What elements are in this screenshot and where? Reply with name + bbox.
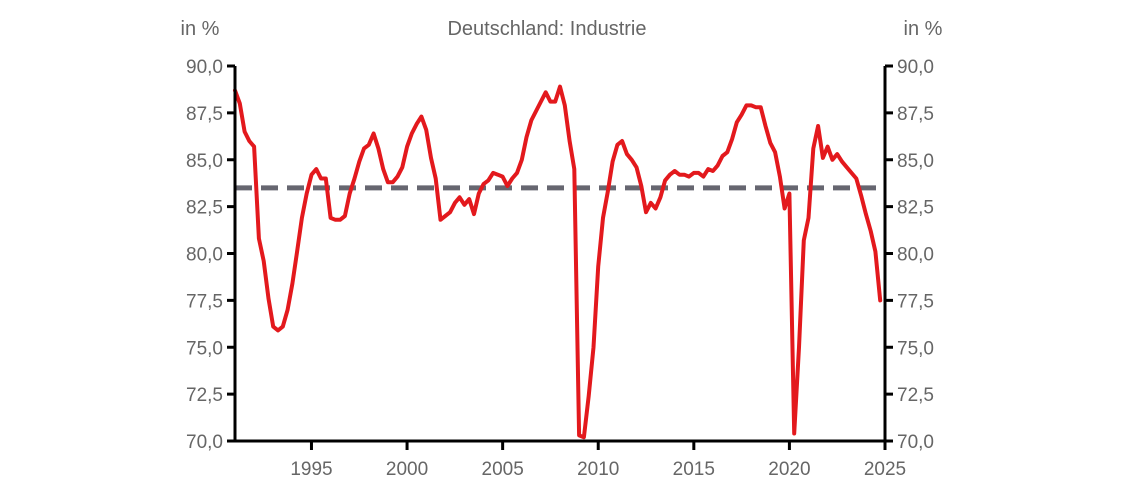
y-axis-right-label: in % <box>904 18 943 40</box>
y-tick-label-right: 70,0 <box>897 432 934 453</box>
y-tick-label-left: 90,0 <box>186 57 223 78</box>
x-tick-label: 2005 <box>482 459 524 480</box>
y-tick-label-right: 77,5 <box>897 291 934 312</box>
y-tick-label-right: 80,0 <box>897 245 934 266</box>
x-tick-label: 2025 <box>864 459 906 480</box>
y-tick-label-right: 90,0 <box>897 57 934 78</box>
y-tick-label-right: 72,5 <box>897 385 934 406</box>
y-tick-label-right: 75,0 <box>897 338 934 359</box>
y-tick-label-left: 80,0 <box>186 245 223 266</box>
x-tick-label: 2010 <box>577 459 619 480</box>
y-axis-left-label: in % <box>181 18 220 40</box>
y-tick-label-left: 75,0 <box>186 338 223 359</box>
series-line-1 <box>233 84 883 440</box>
x-tick-label: 1995 <box>290 459 332 480</box>
y-tick-label-right: 85,0 <box>897 151 934 172</box>
y-tick-label-left: 87,5 <box>186 104 223 125</box>
chart-title: Deutschland: Industrie <box>447 18 646 40</box>
y-tick-label-left: 70,0 <box>186 432 223 453</box>
y-tick-label-right: 87,5 <box>897 104 934 125</box>
y-tick-label-right: 82,5 <box>897 198 934 219</box>
y-tick-label-left: 77,5 <box>186 291 223 312</box>
y-tick-label-left: 82,5 <box>186 198 223 219</box>
x-tick-label: 2020 <box>768 459 810 480</box>
y-tick-label-left: 72,5 <box>186 385 223 406</box>
x-tick-label: 2000 <box>386 459 428 480</box>
x-tick-label: 2015 <box>673 459 715 480</box>
y-tick-label-left: 85,0 <box>186 151 223 172</box>
